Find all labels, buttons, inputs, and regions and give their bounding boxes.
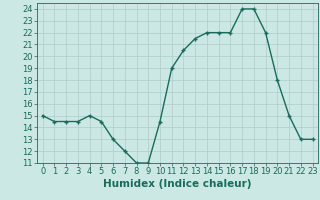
X-axis label: Humidex (Indice chaleur): Humidex (Indice chaleur) [103, 179, 252, 189]
